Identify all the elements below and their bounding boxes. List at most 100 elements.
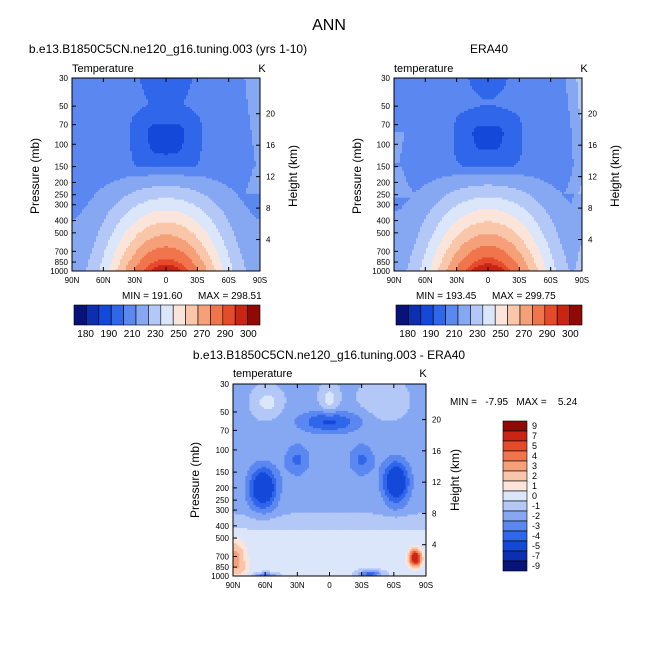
contour-band bbox=[245, 528, 248, 548]
contour-band bbox=[389, 493, 392, 502]
contour-band bbox=[572, 166, 575, 195]
contour-band bbox=[498, 186, 501, 199]
contour-band bbox=[410, 78, 413, 189]
contour-band bbox=[184, 201, 187, 216]
contour-band bbox=[158, 222, 161, 237]
contour-band bbox=[486, 197, 489, 210]
x-tick-label: 60S bbox=[222, 276, 236, 285]
contour-band bbox=[492, 257, 495, 266]
contour-band bbox=[244, 267, 247, 271]
contour-band bbox=[162, 234, 165, 249]
contour-band bbox=[488, 209, 491, 222]
contour-band bbox=[319, 385, 322, 406]
contour-band bbox=[208, 197, 211, 218]
contour-band bbox=[512, 230, 515, 245]
contour-band bbox=[396, 78, 399, 133]
contour-band bbox=[532, 238, 535, 259]
contour-band bbox=[395, 466, 398, 498]
contour-band bbox=[182, 265, 185, 271]
contour-band bbox=[542, 234, 545, 261]
contour-band bbox=[200, 259, 203, 271]
contour-band bbox=[180, 166, 183, 176]
contour-band bbox=[306, 384, 310, 414]
contour-band bbox=[372, 514, 376, 531]
contour-band bbox=[407, 501, 411, 516]
contour-band bbox=[249, 529, 253, 576]
contour-band bbox=[502, 166, 505, 176]
contour-band bbox=[528, 249, 531, 270]
contour-band bbox=[88, 78, 91, 203]
contour-band bbox=[362, 407, 365, 445]
contour-band bbox=[350, 529, 353, 576]
contour-band bbox=[202, 228, 205, 247]
contour-band bbox=[341, 410, 345, 418]
contour-band bbox=[580, 245, 582, 271]
contour-band bbox=[480, 126, 483, 151]
colorbar-label: 7 bbox=[532, 431, 537, 441]
contour-band bbox=[360, 385, 363, 408]
colorbar-swatch bbox=[502, 480, 528, 492]
contour-band bbox=[480, 105, 483, 127]
contour-band bbox=[534, 199, 537, 222]
contour-band bbox=[327, 408, 331, 414]
contour-band bbox=[494, 166, 497, 176]
contour-band bbox=[86, 78, 89, 206]
colorbar-swatch bbox=[73, 304, 87, 326]
contour-band bbox=[329, 391, 333, 406]
contour-band bbox=[176, 153, 179, 168]
contour-band bbox=[399, 418, 402, 456]
contour-band bbox=[520, 122, 523, 156]
contour-band bbox=[476, 247, 479, 262]
contour-band bbox=[504, 174, 507, 187]
contour-band bbox=[422, 259, 425, 271]
y-tick-label: 850 bbox=[377, 258, 391, 267]
contour-band bbox=[278, 529, 281, 573]
contour-band bbox=[468, 79, 471, 110]
contour-band bbox=[261, 570, 265, 573]
contour-band bbox=[286, 529, 290, 576]
contour-band bbox=[164, 265, 167, 271]
contour-band bbox=[424, 78, 427, 185]
contour-band bbox=[335, 414, 339, 431]
contour-band bbox=[162, 153, 165, 168]
contour-band bbox=[360, 512, 363, 531]
contour-band bbox=[315, 433, 318, 514]
contour-band bbox=[389, 420, 392, 456]
contour-band bbox=[176, 267, 179, 271]
contour-band bbox=[120, 259, 123, 271]
contour-band bbox=[247, 572, 251, 576]
contour-band bbox=[488, 166, 491, 176]
contour-band bbox=[484, 245, 487, 259]
contour-band bbox=[546, 242, 549, 271]
contour-band bbox=[396, 162, 399, 168]
contour-band bbox=[358, 455, 361, 466]
contour-band bbox=[186, 106, 189, 168]
contour-band bbox=[288, 529, 292, 576]
contour-band bbox=[302, 512, 306, 531]
contour-band bbox=[214, 224, 217, 249]
contour-band bbox=[233, 543, 236, 552]
contour-band bbox=[254, 160, 257, 168]
contour-band bbox=[333, 420, 337, 425]
contour-band bbox=[263, 384, 267, 397]
contour-band bbox=[504, 166, 507, 176]
contour-band bbox=[304, 412, 308, 433]
contour-band bbox=[298, 414, 302, 429]
contour-band bbox=[286, 384, 290, 452]
contour-band bbox=[160, 78, 163, 125]
contour-band bbox=[514, 232, 517, 247]
contour-band bbox=[354, 414, 357, 431]
contour-band bbox=[516, 162, 519, 176]
y-axis-label: Pressure (mb) bbox=[350, 138, 364, 214]
contour-band bbox=[490, 220, 493, 235]
contour-band bbox=[98, 230, 101, 271]
contour-band bbox=[241, 539, 244, 550]
contour-band bbox=[272, 518, 275, 531]
contour-band bbox=[190, 166, 193, 178]
contour-band bbox=[538, 226, 541, 251]
contour-band bbox=[104, 186, 107, 220]
contour-band bbox=[482, 197, 485, 210]
contour-band bbox=[482, 209, 485, 224]
contour-band bbox=[138, 263, 141, 271]
contour-band bbox=[492, 234, 495, 247]
